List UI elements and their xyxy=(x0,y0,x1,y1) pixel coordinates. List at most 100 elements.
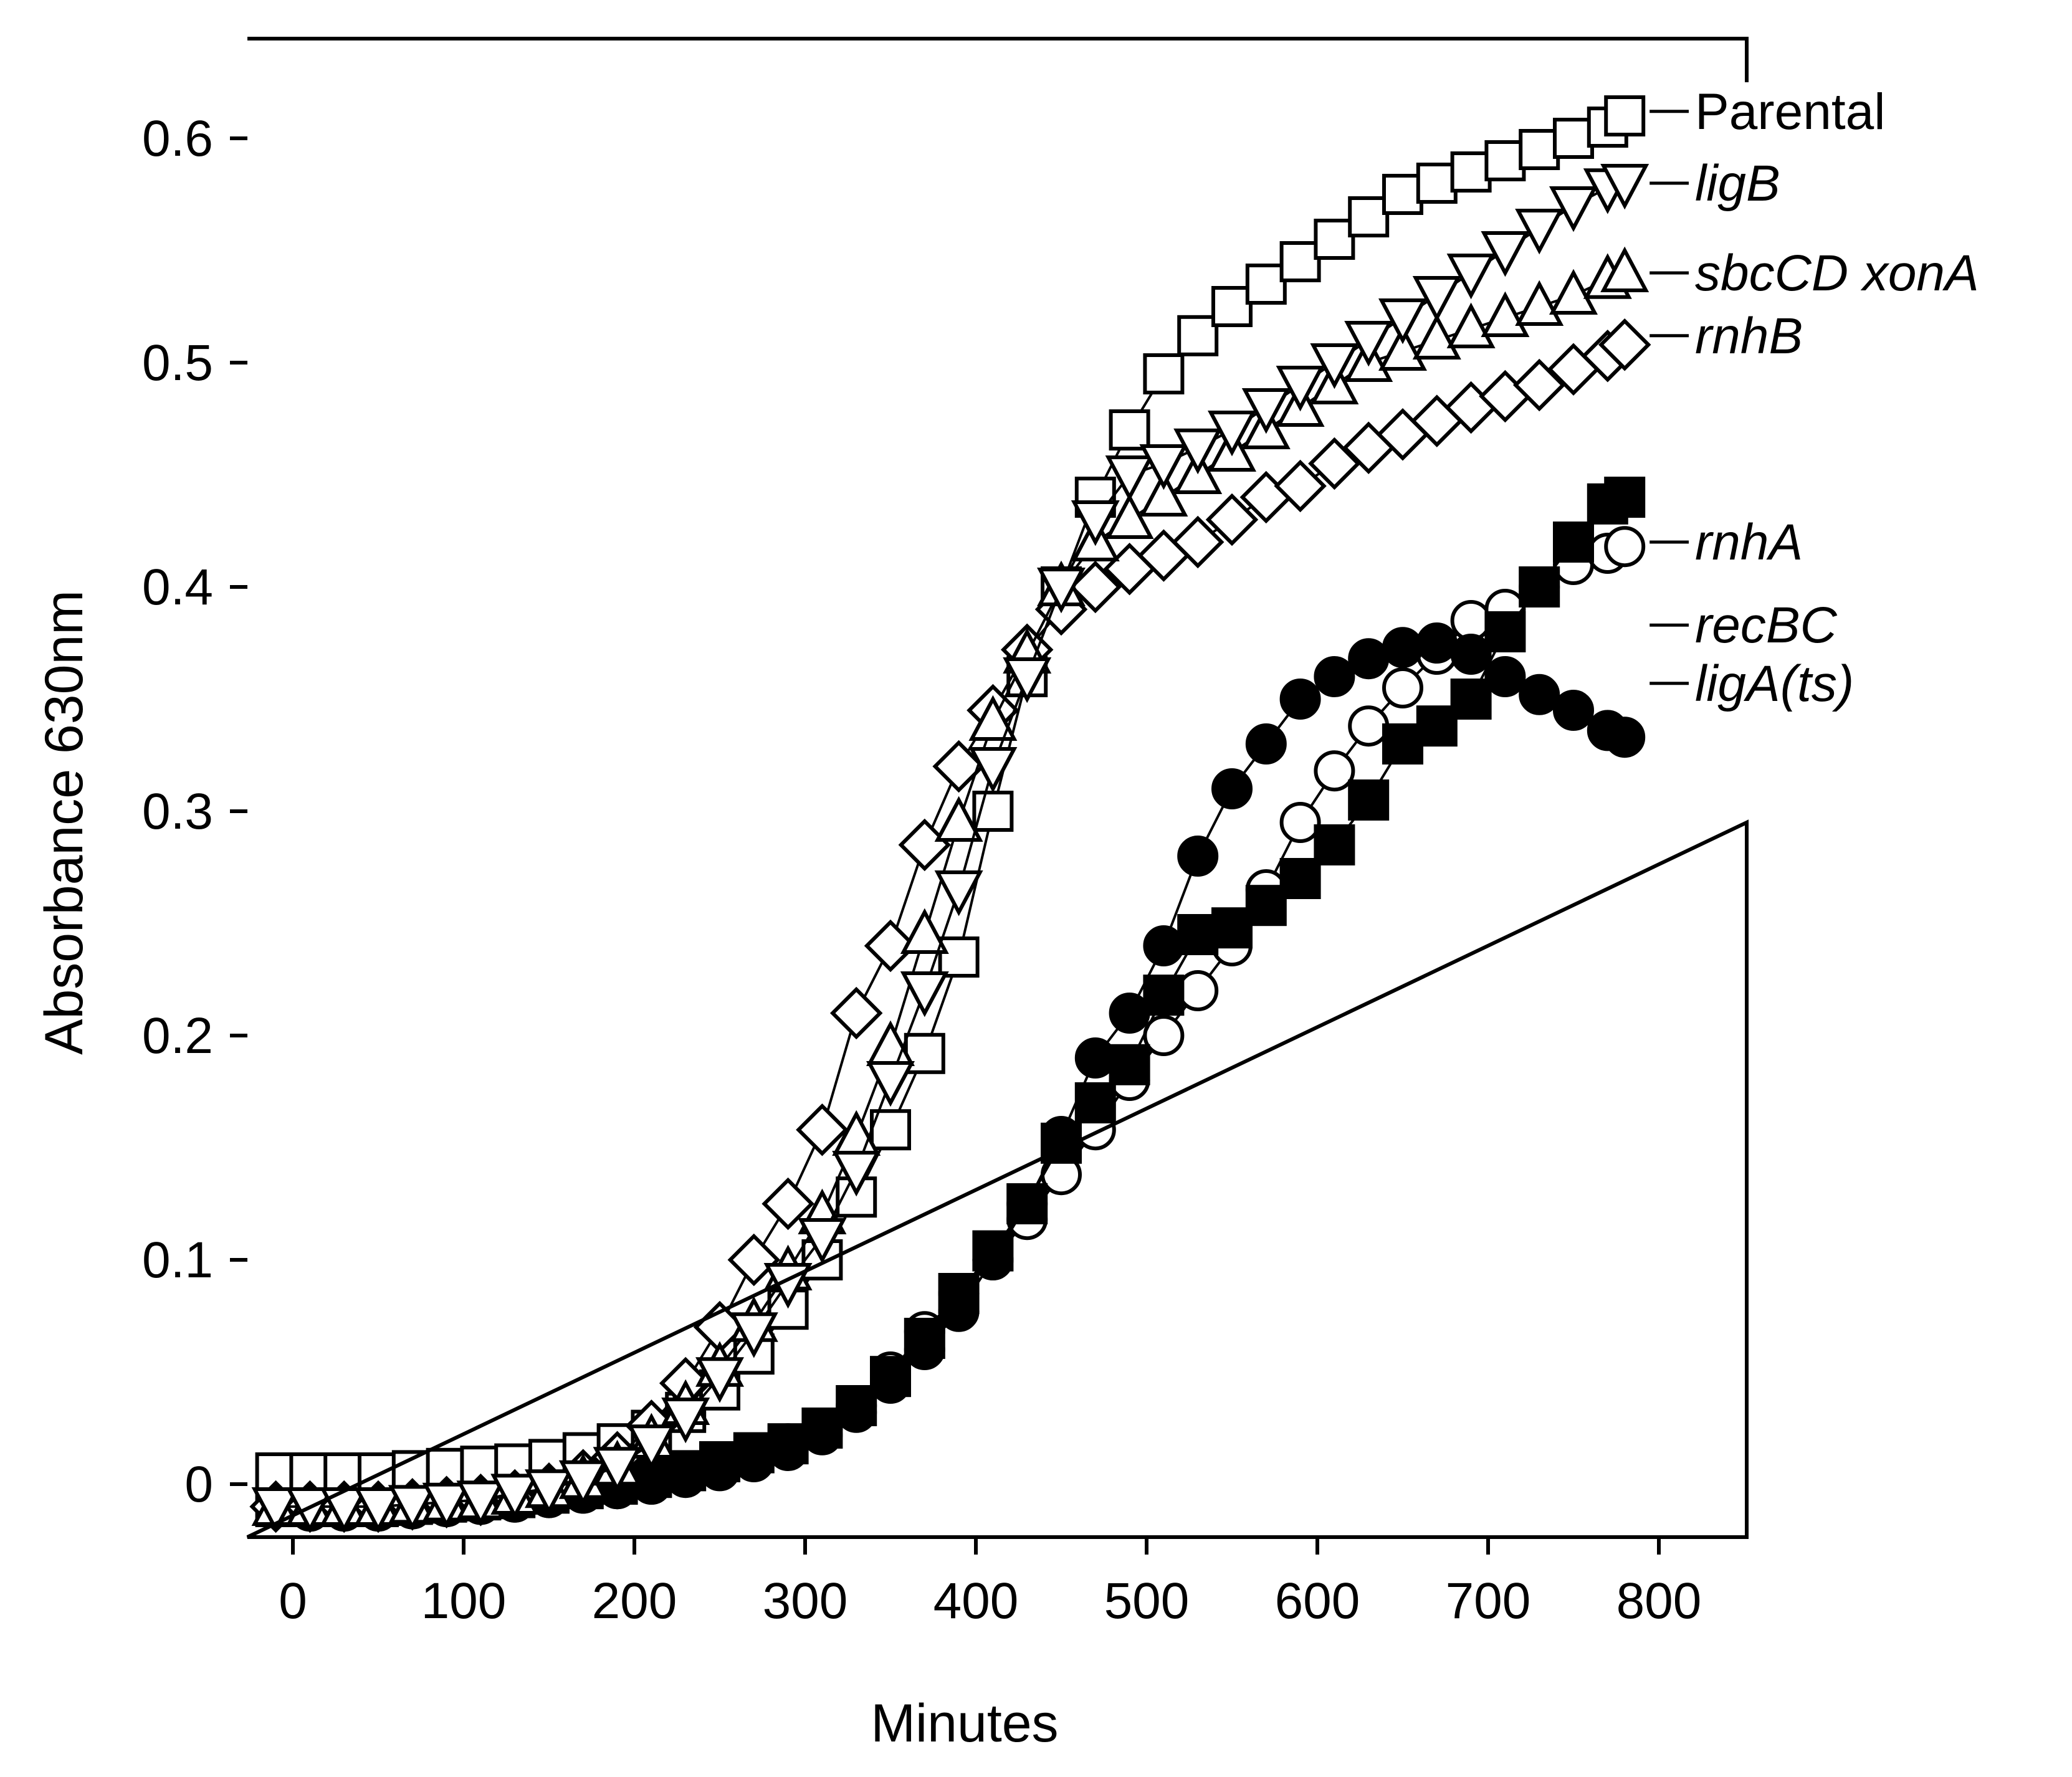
data-point-rnhb xyxy=(1598,318,1651,371)
data-point-recbc xyxy=(1519,566,1560,607)
data-point-rnha xyxy=(1314,750,1355,792)
data-point-rnhb xyxy=(761,1177,814,1231)
data-point-rnha xyxy=(1279,802,1321,843)
data-point-ligb xyxy=(900,971,949,1017)
data-point-recbc xyxy=(836,1385,877,1426)
data-point-rnhb xyxy=(1171,515,1225,569)
data-point-ligb xyxy=(593,1447,642,1493)
data-point-recbc xyxy=(1484,611,1526,652)
data-point-ligb xyxy=(1344,321,1393,367)
data-point-ligb xyxy=(1446,254,1496,300)
series-label-ligb: ligB xyxy=(1695,155,1780,212)
data-point-ligb xyxy=(1549,186,1598,232)
data-point-sbccd-xona xyxy=(1412,313,1461,360)
data-point-parental xyxy=(1604,95,1646,136)
data-point-liga-ts xyxy=(1484,656,1526,697)
data-point-ligb xyxy=(1600,164,1649,210)
data-point-ligb xyxy=(1139,444,1188,490)
data-point-rnhb xyxy=(1069,560,1122,614)
data-point-liga-ts xyxy=(1348,638,1390,680)
data-point-parental xyxy=(870,1109,911,1151)
series-label-parental: Parental xyxy=(1695,83,1885,140)
data-point-parental xyxy=(1279,241,1321,282)
x-tick-label: 0 xyxy=(279,1573,307,1629)
data-point-recbc xyxy=(1450,679,1492,720)
data-point-recbc xyxy=(1177,914,1219,955)
data-point-parental xyxy=(1484,140,1526,181)
data-point-recbc xyxy=(1006,1183,1048,1224)
data-point-recbc xyxy=(1245,885,1287,927)
data-point-rnha xyxy=(1604,526,1646,568)
x-tick-label: 200 xyxy=(592,1573,677,1629)
data-point-parental xyxy=(1245,264,1287,305)
data-point-rnha xyxy=(1348,705,1390,747)
x-axis-label: Minutes xyxy=(871,1694,1058,1753)
data-point-ligb xyxy=(1071,500,1120,546)
data-point-parental xyxy=(1211,286,1253,327)
data-point-recbc xyxy=(938,1273,980,1314)
data-point-ligb xyxy=(1241,388,1291,434)
data-point-ligb xyxy=(490,1474,540,1520)
x-tick-label: 100 xyxy=(421,1573,507,1629)
data-point-recbc xyxy=(1143,974,1185,1016)
data-point-sbccd-xona xyxy=(1481,291,1530,337)
series-label-sbccd-xona: sbcCD xonA xyxy=(1695,245,1979,302)
x-tick-label: 300 xyxy=(763,1573,848,1629)
data-point-ligb xyxy=(968,747,1018,793)
axes-frame xyxy=(246,37,1749,1539)
y-tick-label: 0.6 xyxy=(142,110,213,167)
data-point-ligb xyxy=(695,1357,744,1403)
data-point-ligb xyxy=(558,1460,608,1507)
data-point-rnhb xyxy=(932,740,985,793)
data-point-liga-ts xyxy=(1604,717,1646,758)
data-point-ligb xyxy=(525,1469,573,1515)
series-label-rnha: rnhA xyxy=(1695,514,1803,571)
data-point-sbccd-xona xyxy=(934,796,983,842)
data-point-rnhb xyxy=(1205,493,1259,546)
data-point-ligb xyxy=(798,1218,847,1264)
data-point-ligb xyxy=(1173,428,1223,475)
data-point-recbc xyxy=(699,1441,740,1482)
data-point-liga-ts xyxy=(1177,836,1219,877)
data-markers xyxy=(249,95,1651,1533)
data-point-recbc xyxy=(767,1423,809,1465)
series-label-liga-ts: ligA(ts) xyxy=(1695,655,1854,712)
data-point-ligb xyxy=(832,1151,881,1197)
data-point-parental xyxy=(1177,315,1219,356)
y-tick-label: 0.3 xyxy=(142,783,213,840)
data-point-ligb xyxy=(1515,209,1564,255)
data-point-recbc xyxy=(1382,723,1423,765)
data-point-recbc xyxy=(904,1318,945,1359)
data-point-sbccd-xona xyxy=(1105,493,1154,539)
x-tick-label: 400 xyxy=(933,1573,1019,1629)
data-point-sbccd-xona xyxy=(1549,269,1598,315)
data-point-ligb xyxy=(388,1485,437,1531)
y-tick-label: 0.5 xyxy=(142,335,213,391)
data-point-recbc xyxy=(1279,858,1321,899)
data-point-rnhb xyxy=(898,818,952,872)
data-point-ligb xyxy=(354,1487,403,1533)
data-point-ligb xyxy=(1105,455,1154,502)
data-point-ligb xyxy=(1037,568,1086,614)
data-point-liga-ts xyxy=(1211,768,1253,809)
data-point-parental xyxy=(1450,151,1492,193)
data-point-recbc xyxy=(972,1230,1014,1272)
data-point-sbccd-xona xyxy=(968,695,1018,741)
series-label-recbc: recBC xyxy=(1695,597,1838,654)
data-point-ligb xyxy=(1481,231,1530,277)
data-point-recbc xyxy=(1109,1044,1150,1085)
data-point-parental xyxy=(1143,353,1185,394)
data-point-liga-ts xyxy=(1074,1037,1116,1079)
data-point-parental xyxy=(1553,118,1594,159)
data-point-rnhb xyxy=(796,1103,849,1156)
data-point-ligb xyxy=(1276,366,1325,412)
data-point-ligb xyxy=(251,1487,300,1533)
data-point-ligb xyxy=(1310,343,1359,389)
data-point-ligb xyxy=(1208,411,1256,457)
x-tick-label: 700 xyxy=(1446,1573,1531,1629)
series-line-rnhb xyxy=(275,343,1626,1508)
data-point-sbccd-xona xyxy=(1139,470,1188,517)
data-point-parental xyxy=(1382,174,1423,215)
data-point-rnhb xyxy=(829,986,883,1040)
